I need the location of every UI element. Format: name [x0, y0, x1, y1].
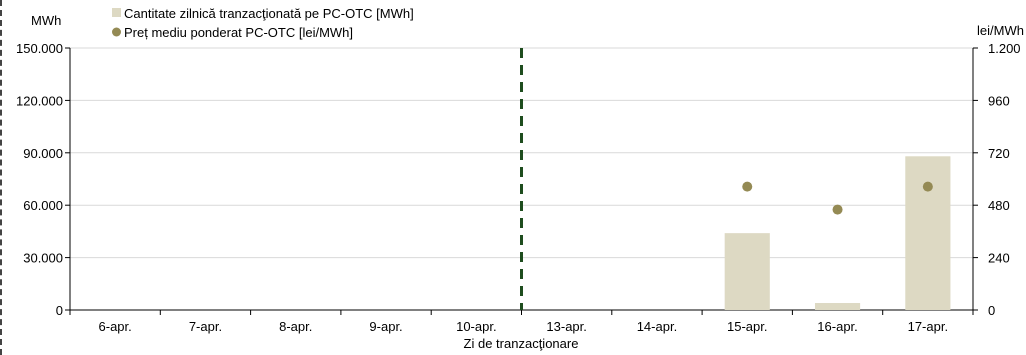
price-point [742, 181, 753, 192]
x-tick-label: 17-apr. [908, 319, 948, 334]
y-right-tick-label: 720 [988, 146, 1010, 161]
y-left-tick-label: 0 [56, 303, 63, 318]
x-tick-label: 8-apr. [279, 319, 312, 334]
y-right-tick-label: 960 [988, 93, 1010, 108]
x-tick-label: 9-apr. [369, 319, 402, 334]
y-right-tick-label: 240 [988, 251, 1010, 266]
y-left-tick-label: 60.000 [23, 198, 63, 213]
x-tick-label: 14-apr. [637, 319, 677, 334]
legend-price-label: Preț mediu ponderat PC-OTC [lei/MWh] [124, 25, 353, 40]
x-tick-label: 10-apr. [456, 319, 496, 334]
left-dashed-border [0, 0, 2, 355]
y-right-tick-label: 0 [988, 303, 995, 318]
x-tick-label: 15-apr. [727, 319, 767, 334]
y-left-tick-label: 150.000 [16, 41, 63, 56]
bar [905, 156, 951, 310]
x-tick-label: 16-apr. [817, 319, 857, 334]
y-left-tick-label: 30.000 [23, 251, 63, 266]
y-right-tick-label: 480 [988, 198, 1010, 213]
price-point [832, 204, 843, 215]
y-left-unit-label: MWh [31, 13, 61, 28]
y-right-unit-label: lei/MWh [977, 23, 1024, 38]
legend-bar-label: Cantitate zilnică tranzacţionată pe PC-O… [124, 6, 414, 21]
x-tick-label: 6-apr. [99, 319, 132, 334]
x-tick-label: 13-apr. [546, 319, 586, 334]
price-point [922, 181, 933, 192]
y-left-tick-label: 120.000 [16, 93, 63, 108]
legend-price-swatch [112, 27, 121, 37]
y-left-tick-label: 90.000 [23, 146, 63, 161]
legend-bar-swatch [112, 8, 121, 17]
x-axis-label: Zi de tranzacţionare [464, 336, 579, 351]
bar [814, 303, 861, 310]
x-tick-label: 7-apr. [189, 319, 222, 334]
bar [724, 233, 770, 310]
y-right-tick-label: 1.200 [988, 41, 1021, 56]
